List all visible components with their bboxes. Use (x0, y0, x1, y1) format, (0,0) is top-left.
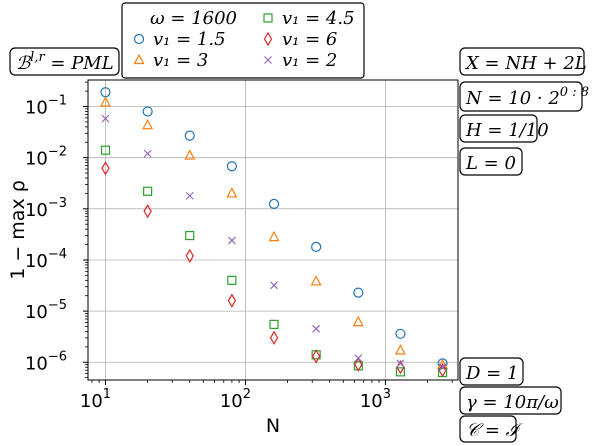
data-point (143, 203, 152, 219)
data-point (268, 230, 280, 242)
x-annotation: X = NH + 2L (464, 53, 587, 74)
y-axis-ticks: 10−1 10−2 10−3 10−4 10−5 10−6 (25, 81, 88, 379)
legend-label: v₁ = 1.5 (153, 29, 226, 50)
data-point (100, 145, 111, 155)
data-point (227, 293, 237, 308)
h-annotation-box (459, 114, 538, 143)
legend-label: v₁ = 3 (153, 50, 208, 71)
y-tick-label: 10−3 (25, 196, 67, 221)
boundary-annotation-text: ℬl,r = PML (16, 50, 114, 74)
gamma-annotation: γ = 10π/ω (466, 392, 559, 413)
legend-marker (264, 56, 272, 64)
x-axis-ticks: 101 102 103 (80, 380, 453, 412)
data-point (270, 281, 278, 290)
c-annotation: 𝒞 = ℐ (466, 420, 524, 441)
x-tick-label: 101 (80, 387, 111, 412)
legend-box (121, 2, 365, 79)
data-point (438, 363, 447, 372)
data-point (185, 191, 194, 200)
n-annotation-text: N = 10 · 20 : 8 (465, 85, 589, 109)
y-tick-label: 10−4 (25, 247, 67, 272)
x-annotation-box (459, 47, 585, 76)
data-point (184, 130, 195, 141)
data-point (99, 96, 111, 107)
data-point (142, 118, 154, 130)
boundary-annotation-box (9, 47, 120, 76)
d-annotation-box (459, 357, 524, 386)
data-point (311, 241, 322, 253)
data-point (269, 319, 279, 329)
h-annotation: H = 1/10 (465, 120, 549, 141)
data-point (354, 357, 363, 372)
data-point (184, 149, 196, 160)
data-point (352, 315, 364, 327)
legend-marker (133, 33, 145, 45)
data-point (312, 324, 321, 333)
data-point (142, 106, 153, 117)
data-point (396, 359, 405, 368)
series-square (100, 145, 448, 378)
x-axis-label: N (266, 415, 280, 437)
boundary-annotation: ℬl,r = PML (16, 50, 114, 74)
n-annotation: N = 10 · 20 : 8 (465, 85, 589, 109)
y-axis-label: 1 − max ρ (7, 180, 29, 280)
legend-marker (133, 53, 145, 65)
l-annotation-box (459, 147, 523, 176)
d-annotation: D = 1 (465, 363, 518, 384)
data-point (269, 330, 279, 346)
data-point (310, 275, 322, 286)
series-diamond (101, 161, 447, 378)
data-point (101, 161, 110, 176)
data-point (268, 198, 280, 209)
y-tick-label: 10−1 (25, 94, 67, 119)
legend-marker (263, 13, 273, 23)
data-point (226, 161, 237, 172)
l-annotation: L = 0 (465, 153, 516, 174)
annotations: ℬl,r = PML X = NH + 2L N = 10 · 20 : 8 H… (9, 47, 589, 443)
plot-area (88, 80, 458, 380)
legend-label: v₁ = 6 (282, 29, 337, 50)
data-point (227, 236, 236, 245)
legend-entries: v₁ = 1.5v₁ = 3 v₁ = 4.5v₁ = 6v₁ = 2 (133, 8, 355, 71)
data-point (226, 187, 238, 198)
series-x (101, 114, 447, 372)
data-point (311, 349, 321, 364)
data-point (438, 362, 447, 378)
gamma-annotation-box (459, 386, 562, 415)
legend-label: v₁ = 4.5 (282, 8, 355, 29)
n-annotation-box (459, 81, 583, 112)
data-point (101, 114, 110, 123)
data-point (143, 186, 153, 196)
data-point (395, 328, 406, 339)
data-point (185, 230, 195, 241)
y-tick-label: 10−6 (25, 349, 67, 374)
series-markers (99, 87, 449, 378)
x-tick-label: 103 (360, 387, 391, 412)
data-point (395, 367, 406, 377)
plot-frame (87, 79, 459, 381)
data-point (353, 287, 364, 298)
data-point (354, 354, 363, 363)
y-tick-label: 10−5 (25, 298, 67, 323)
c-annotation-box (459, 415, 517, 443)
legend-marker (263, 31, 273, 47)
data-point (394, 344, 406, 355)
data-point (227, 275, 237, 285)
y-tick-label: 10−2 (25, 145, 67, 170)
data-point (185, 248, 194, 264)
data-point (143, 149, 152, 158)
legend: ω = 1600 v₁ = 1.5v₁ = 3 v₁ = 4.5v₁ = 6v₁ … (121, 2, 365, 79)
x-tick-label: 102 (220, 387, 251, 412)
legend-header: ω = 1600 (150, 8, 237, 29)
legend-label: v₁ = 2 (282, 50, 337, 71)
